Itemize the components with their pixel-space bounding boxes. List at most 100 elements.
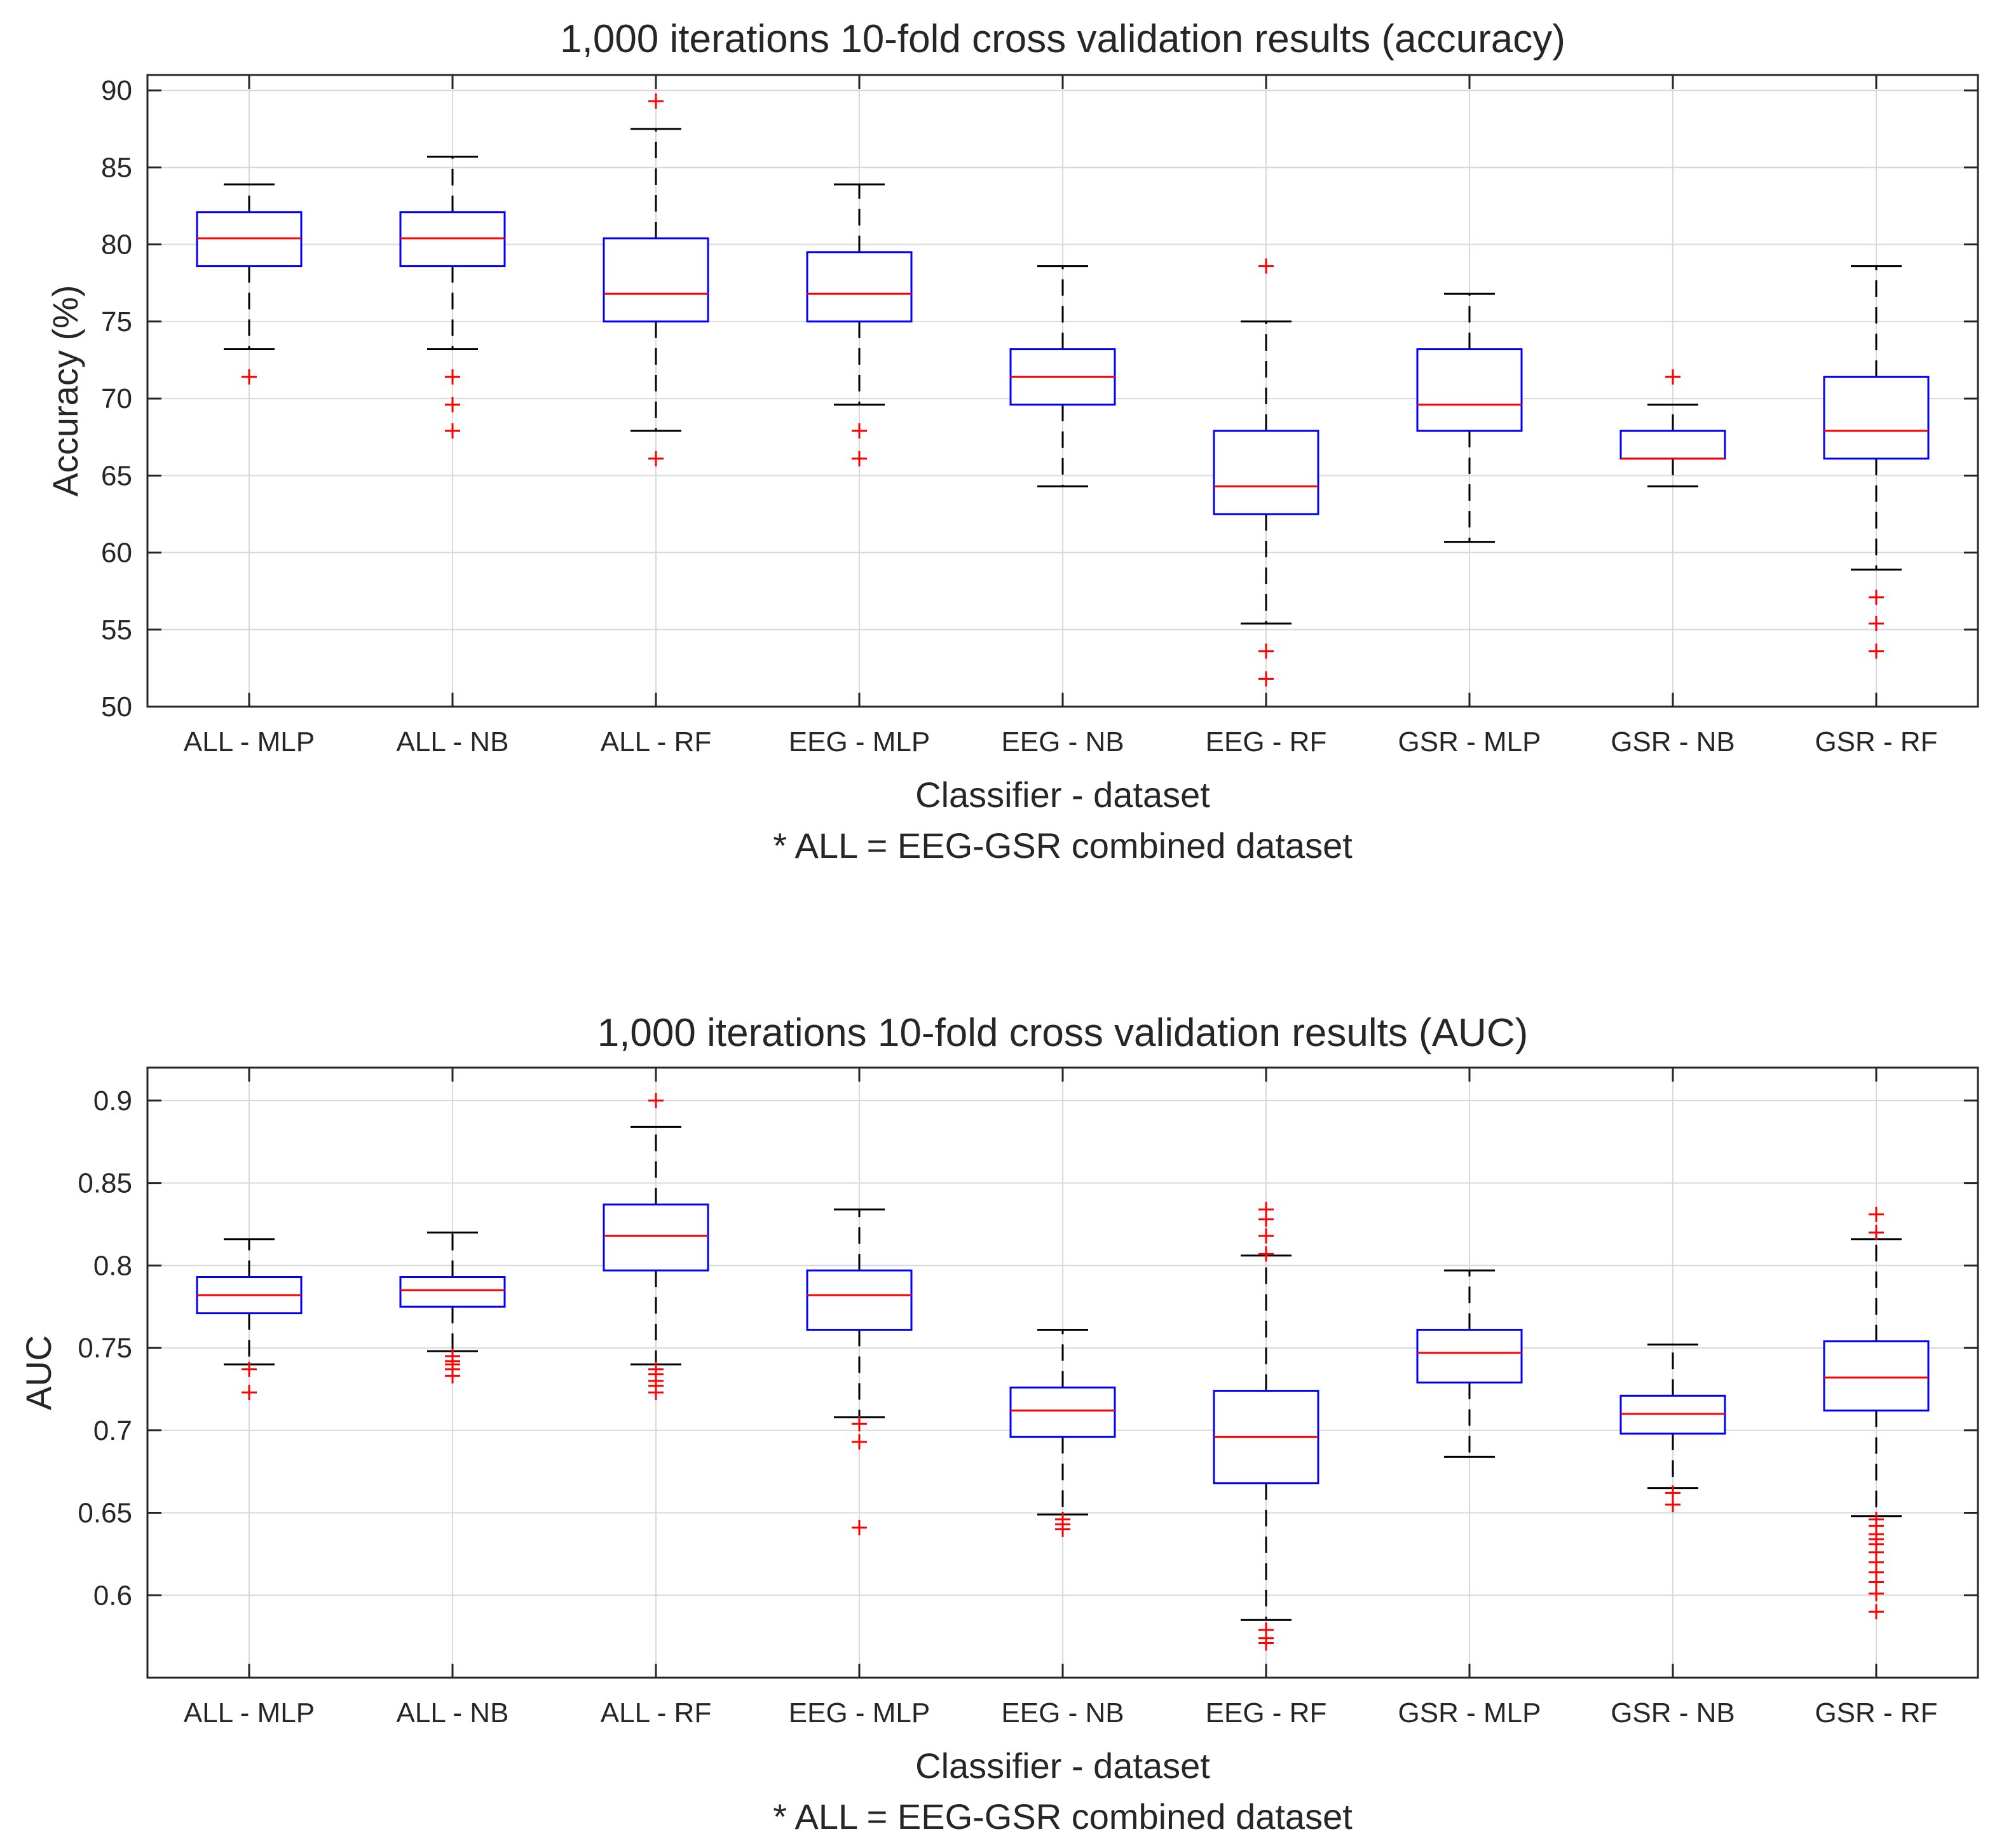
outlier-marker [1258,1635,1274,1651]
boxplot-8 [1619,369,1726,487]
x-tick-label: EEG - NB [1001,726,1124,758]
x-tick-label: GSR - NB [1611,726,1735,758]
outlier-marker [648,451,664,466]
y-tick-label: 70 [101,383,132,414]
boxplot-3 [603,1092,709,1401]
boxplot-7 [1416,292,1523,543]
chart-title: 1,000 iterations 10-fold cross validatio… [597,1011,1529,1055]
outlier-marker [1869,616,1884,632]
outlier-marker [852,1434,867,1450]
boxplot-4 [806,183,913,466]
x-tick-label: EEG - MLP [789,726,930,758]
outlier-marker [242,1361,257,1377]
y-tick-label: 0.9 [93,1085,132,1117]
y-tick-label: 0.8 [93,1250,132,1281]
y-tick-label: 60 [101,538,132,569]
outlier-marker [1258,643,1274,659]
x-tick-label: GSR - MLP [1398,1697,1541,1729]
y-tick-label: 80 [101,229,132,261]
y-tick-label: 0.65 [78,1498,132,1529]
outlier-marker [1258,671,1274,687]
boxplot-2 [399,155,506,439]
x-tick-label: EEG - MLP [789,1697,930,1729]
outlier-marker [1869,643,1884,659]
y-tick-label: 50 [101,691,132,723]
outlier-marker [852,423,867,439]
outlier-marker [648,1385,664,1401]
outlier-marker [1869,1225,1884,1240]
x-tick-label: ALL - NB [397,1697,509,1729]
boxplot-6 [1213,258,1319,687]
y-tick-label: 65 [101,460,132,491]
boxplot-5 [1009,265,1116,487]
x-tick-label: GSR - MLP [1398,726,1541,758]
outlier-marker [1665,1497,1680,1512]
x-tick-label: GSR - RF [1815,726,1937,758]
y-axis-label: Accuracy (%) [45,285,85,497]
outlier-marker [242,1385,257,1401]
outlier-marker [1055,1521,1070,1537]
iqr-box [806,1269,913,1331]
iqr-box [1823,376,1930,460]
boxplot-2 [399,1231,506,1384]
outlier-marker [1258,1246,1274,1262]
outlier-marker [445,369,460,385]
outlier-marker [648,1092,664,1108]
accuracy-chart: 50 55 60 65 70 75 80 85 90 ALL - MLP ALL - NB ALL -… [45,17,1979,866]
iqr-box [1416,1329,1523,1384]
boxplot-7 [1416,1269,1523,1458]
outlier-marker [1869,1604,1884,1620]
x-tick-label: EEG - NB [1001,1697,1124,1729]
boxplot-1 [196,1238,303,1401]
iqr-box [806,251,913,323]
x-tick-label: GSR - NB [1611,1697,1735,1729]
y-tick-label: 0.75 [78,1333,132,1364]
outlier-marker [445,1368,460,1384]
auc-chart: 0.6 0.65 0.7 0.75 0.8 0.85 0.9 ALL - MLP ALL - N… [18,1011,1979,1837]
outlier-marker [852,1519,867,1535]
dataset-note: * ALL = EEG-GSR combined dataset [773,1797,1353,1837]
x-tick-label: ALL - MLP [184,1697,315,1729]
y-tick-label: 75 [101,306,132,337]
iqr-box [1009,1386,1116,1438]
iqr-box [1213,430,1319,515]
outlier-marker [1258,258,1274,274]
outlier-marker [1869,589,1884,605]
iqr-box [603,1203,709,1272]
boxplot-6 [1213,1202,1319,1651]
x-tick-label: ALL - RF [601,1697,711,1729]
chart-title: 1,000 iterations 10-fold cross validatio… [560,17,1565,61]
boxplot-4 [806,1208,913,1535]
y-tick-label: 0.85 [78,1168,132,1199]
x-tick-label: GSR - RF [1815,1697,1937,1729]
outlier-marker [1869,1206,1884,1222]
outlier-marker [1258,1228,1274,1244]
iqr-box [603,237,709,323]
outlier-marker [852,451,867,466]
x-axis-label: Classifier - dataset [915,775,1210,815]
outlier-marker [1665,369,1680,385]
y-tick-label: 0.6 [93,1580,132,1611]
iqr-box [1416,348,1523,432]
outlier-marker [852,1416,867,1432]
x-tick-label: ALL - MLP [184,726,315,758]
x-tick-label: ALL - NB [397,726,509,758]
outlier-marker [242,369,257,385]
x-tick-label: ALL - RF [601,726,711,758]
outlier-marker [445,397,460,412]
boxplot-1 [196,183,303,385]
dataset-note: * ALL = EEG-GSR combined dataset [773,825,1353,866]
outlier-marker [1869,1586,1884,1601]
outlier-marker [648,93,664,109]
y-axis-label: AUC [18,1335,58,1410]
y-tick-label: 0.7 [93,1415,132,1446]
boxplot-9 [1823,1206,1930,1620]
outlier-marker [445,423,460,439]
x-axis-label: Classifier - dataset [915,1746,1210,1786]
y-tick-label: 55 [101,615,132,646]
boxplot-8 [1619,1343,1726,1512]
outlier-marker [1258,1211,1274,1227]
boxplot-9 [1823,265,1930,659]
y-tick-label: 85 [101,152,132,183]
